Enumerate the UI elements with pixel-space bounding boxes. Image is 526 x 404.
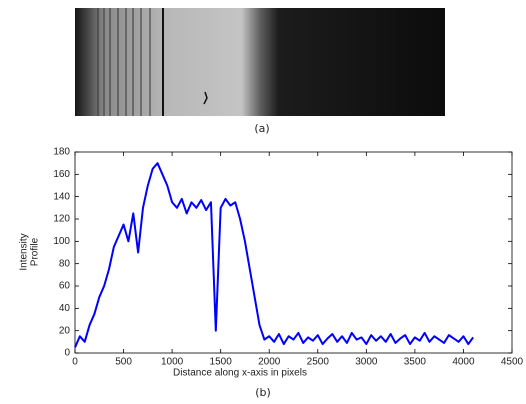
x-tick-label: 1500: [210, 357, 233, 368]
x-tick-label: 500: [115, 357, 132, 368]
y-tick-label: 100: [53, 236, 70, 247]
x-tick-label: 4500: [501, 357, 524, 368]
caption: (b): [255, 386, 271, 399]
x-tick-label: 3500: [404, 357, 427, 368]
y-axis-label: Intensity: [19, 233, 30, 270]
y-tick-label: 60: [59, 281, 71, 292]
y-tick-label: 140: [53, 191, 70, 202]
y-tick-label: 0: [64, 348, 70, 359]
y-tick-label: 20: [59, 325, 71, 336]
y-tick-label: 180: [53, 147, 70, 158]
plot-frame: [74, 151, 513, 354]
x-tick-label: 3000: [355, 357, 378, 368]
y-tick-label: 120: [53, 214, 70, 225]
x-tick-label: 4000: [452, 357, 475, 368]
x-tick-label: 1000: [161, 357, 184, 368]
strip-image: [75, 8, 445, 116]
x-tick-label: 2500: [307, 357, 330, 368]
x-tick-label: 0: [72, 357, 78, 368]
y-tick-label: 40: [59, 303, 71, 314]
y-axis-label: Profile: [30, 237, 41, 266]
y-tick-label: 80: [59, 258, 71, 269]
line-series: [74, 162, 474, 348]
caption: (a): [254, 122, 269, 135]
x-tick-label: 2000: [258, 357, 281, 368]
x-axis-label: Distance along x-axis in pixels: [173, 368, 307, 379]
y-tick-label: 160: [53, 169, 70, 180]
